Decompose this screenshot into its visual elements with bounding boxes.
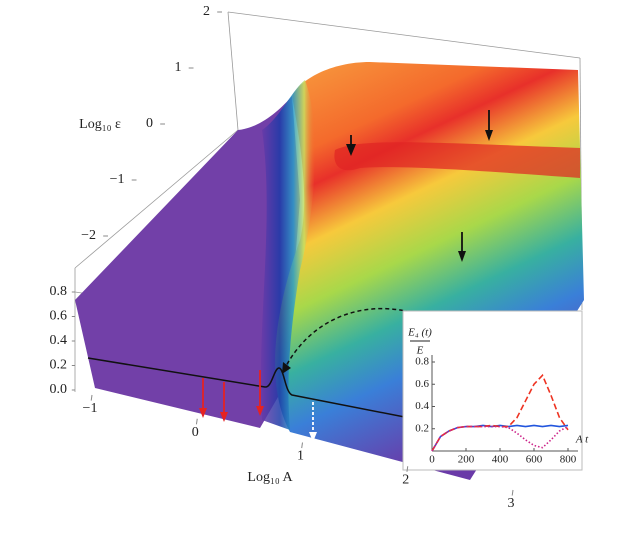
z-tick-label: 0.8	[50, 284, 68, 299]
tick-mark	[406, 466, 409, 472]
y-tick-label: −1	[110, 172, 125, 187]
dashed-arrow	[284, 307, 411, 369]
x-tick-label: 0	[192, 425, 199, 440]
surface-ridge	[260, 80, 316, 430]
z-tick-label: 0.6	[50, 309, 68, 324]
inset-x-label: A t	[575, 434, 589, 446]
inset-series-line	[431, 373, 569, 452]
inset-y-tick-label: 0.4	[415, 400, 429, 412]
inset-frame	[402, 310, 583, 471]
inset-series-line	[431, 425, 569, 452]
inset-y-label-numerator: E₄ (t)	[407, 327, 432, 339]
tick-mark	[301, 442, 303, 449]
inset-x-tick-label: 400	[492, 454, 509, 466]
z-tick-label: 0.4	[50, 333, 68, 348]
tick-mark	[195, 418, 198, 425]
tick-mark	[90, 394, 93, 401]
inset-x-tick-label: 200	[458, 454, 475, 466]
y-tick-label: −2	[81, 228, 96, 243]
inset-x-tick-label: 0	[429, 454, 435, 466]
inset-y-tick-label: 0.8	[415, 356, 429, 368]
y-tick-label: 0	[146, 116, 153, 131]
y-tick-label: 1	[175, 60, 182, 75]
inset-y-tick-label: 0.6	[415, 378, 429, 390]
arrow-head	[282, 362, 291, 374]
front-curve	[87, 357, 421, 421]
inset-x-tick-label: 600	[526, 454, 543, 466]
x-tick-label: 3	[508, 496, 515, 511]
inset-series-line	[431, 424, 569, 452]
red-band	[334, 142, 580, 178]
y-axis-label: Log₁₀ ε	[79, 117, 121, 132]
x-axis-label: Log₁₀ A	[247, 470, 293, 485]
y-tick-label: 2	[203, 4, 210, 19]
inset: E₄ (t) E A t 0 200 400 600 800 0.2 0.4 0.6 0.8	[402, 310, 589, 471]
x-tick-label: 2	[402, 472, 409, 487]
x-tick-label: 1	[297, 449, 304, 464]
inset-x-tick-label: 800	[560, 454, 577, 466]
inset-y-label-denominator: E	[416, 345, 424, 357]
z-tick-label: 0.0	[50, 382, 68, 397]
surface-plateau	[75, 96, 300, 428]
inset-y-tick-label: 0.2	[415, 422, 429, 434]
x-tick-label: −1	[83, 401, 98, 416]
arrows	[199, 110, 493, 442]
tick-mark	[511, 489, 514, 496]
z-tick-label: 0.2	[50, 358, 68, 373]
